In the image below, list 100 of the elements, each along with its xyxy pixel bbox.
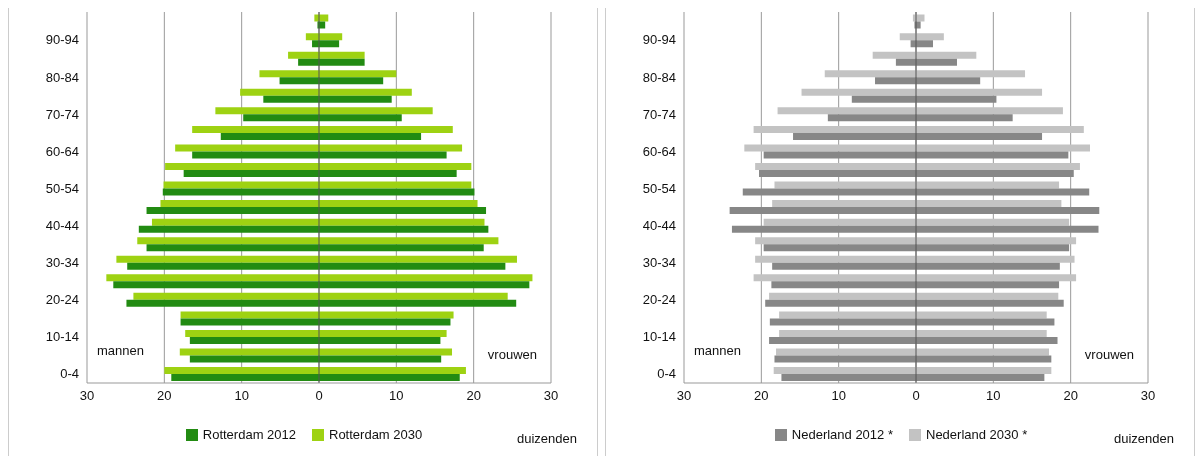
bar: [759, 170, 1074, 177]
y-tick-label: 60-64: [45, 143, 79, 159]
annotation: mannen: [97, 343, 144, 358]
y-tick-label: 90-94: [45, 32, 79, 48]
bar: [126, 299, 517, 307]
y-tick-label: 70-74: [45, 106, 79, 122]
bar: [259, 70, 397, 78]
bar: [899, 33, 944, 41]
bar: [189, 336, 441, 344]
bar: [163, 181, 472, 189]
x-axis-title: duizenden: [517, 431, 577, 446]
bar: [763, 244, 1070, 252]
legend-label: Nederland 2012 *: [791, 427, 893, 442]
bar: [779, 329, 1047, 337]
y-tick-label: 80-84: [45, 69, 79, 85]
bar: [774, 355, 1052, 363]
bar: [127, 262, 506, 270]
bar: [755, 163, 1080, 170]
bar: [769, 336, 1058, 344]
legend-label: Rotterdam 2030: [329, 427, 423, 442]
bar: [305, 33, 343, 41]
bar: [872, 51, 977, 59]
x-tick-label: 30: [676, 388, 692, 404]
annotation: mannen: [694, 343, 741, 358]
y-tick-label: 20-24: [642, 292, 676, 308]
x-tick-label: 10: [831, 388, 846, 404]
bar: [162, 188, 475, 196]
bar: [192, 125, 453, 133]
bar: [312, 40, 340, 48]
y-tick-label: 90-94: [642, 32, 676, 48]
bar: [772, 262, 1060, 270]
y-tick-label: 70-74: [642, 106, 676, 122]
y-tick-label: 30-34: [642, 255, 676, 271]
bar: [215, 107, 433, 115]
bar: [779, 311, 1047, 319]
x-tick-label: 20: [466, 388, 481, 404]
y-tick-label: 10-14: [45, 329, 79, 345]
y-tick-label: 20-24: [45, 292, 79, 308]
bar: [137, 237, 499, 245]
bar: [151, 218, 485, 226]
bar: [185, 329, 447, 337]
bar: [742, 188, 1090, 196]
bar: [793, 132, 1043, 140]
bar: [771, 281, 1060, 289]
bar: [781, 374, 1045, 382]
legend-label: Nederland 2030 *: [926, 427, 1028, 442]
bar: [765, 299, 1064, 307]
x-tick-label: 30: [1140, 388, 1156, 404]
x-tick-label: 0: [912, 388, 920, 404]
y-tick-label: 0-4: [657, 366, 676, 382]
y-tick-label: 0-4: [60, 366, 79, 382]
bar: [240, 88, 412, 96]
bar: [776, 348, 1050, 356]
bar: [133, 292, 508, 300]
bar: [763, 218, 1070, 226]
bar: [175, 144, 463, 152]
bar: [875, 77, 981, 85]
x-tick-label: 30: [543, 388, 559, 404]
bar: [755, 255, 1075, 263]
bar: [116, 255, 517, 263]
bar: [183, 170, 457, 177]
bar: [192, 151, 447, 159]
bar: [165, 163, 472, 170]
bar: [220, 132, 422, 140]
bar: [179, 348, 453, 356]
bar: [774, 181, 1060, 189]
bar: [106, 274, 533, 282]
bar: [160, 200, 478, 208]
bar: [180, 318, 451, 326]
x-axis-title: duizenden: [1114, 431, 1174, 446]
bar: [731, 225, 1099, 233]
bar: [180, 311, 454, 319]
bar: [189, 355, 442, 363]
y-tick-label: 50-54: [642, 180, 676, 196]
x-tick-label: 10: [234, 388, 249, 404]
x-tick-label: 30: [79, 388, 95, 404]
y-tick-label: 60-64: [642, 143, 676, 159]
bar: [769, 318, 1055, 326]
bar: [744, 144, 1090, 152]
bar: [164, 367, 466, 375]
annotation: vrouwen: [487, 347, 537, 362]
x-tick-label: 20: [157, 388, 172, 404]
x-tick-label: 10: [389, 388, 404, 404]
bar: [773, 367, 1052, 375]
bar: [288, 51, 365, 59]
y-tick-label: 30-34: [45, 255, 79, 271]
y-tick-label: 40-44: [45, 217, 79, 233]
bar: [777, 107, 1063, 115]
x-tick-label: 20: [1063, 388, 1078, 404]
bar: [298, 58, 365, 66]
bar: [729, 207, 1100, 215]
x-tick-label: 10: [986, 388, 1001, 404]
bar: [753, 274, 1077, 282]
bar: [769, 292, 1059, 300]
y-tick-label: 40-44: [642, 217, 676, 233]
bar: [138, 225, 489, 233]
bar: [772, 200, 1062, 208]
bar: [243, 114, 402, 122]
bar: [851, 95, 997, 103]
bar: [824, 70, 1026, 78]
